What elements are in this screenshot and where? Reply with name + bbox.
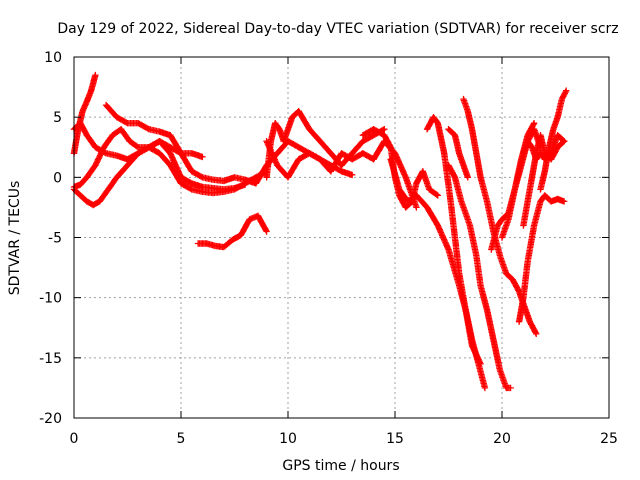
data-layer <box>70 71 570 392</box>
series-arc-6 <box>194 212 270 251</box>
y-tick-label: 0 <box>53 170 62 186</box>
y-tick-label: 5 <box>53 110 62 126</box>
x-tick-label: 20 <box>493 431 511 447</box>
series-arc-18 <box>515 192 568 325</box>
series-arc-8 <box>263 138 420 211</box>
x-axis-label: GPS time / hours <box>282 458 399 474</box>
tick-layer: 0 5 10 15 20 25 -20 -15 -10 -5 0 5 10 <box>39 50 618 447</box>
series-arc-20 <box>537 87 570 193</box>
data-markers <box>423 114 484 368</box>
y-tick-label: -20 <box>39 411 62 427</box>
y-tick-label: -15 <box>39 351 62 367</box>
y-tick-label: -10 <box>39 291 62 307</box>
y-tick-label: -5 <box>48 231 62 247</box>
x-tick-label: 10 <box>279 431 297 447</box>
data-markers <box>537 87 570 193</box>
series-arc-13 <box>445 126 471 181</box>
data-markers <box>445 126 471 181</box>
data-markers <box>387 156 489 392</box>
y-tick-label: 10 <box>44 50 62 66</box>
y-axis-label: SDTVAR / TECUs <box>7 181 23 296</box>
x-tick-label: 15 <box>386 431 404 447</box>
series-arc-12 <box>445 162 514 392</box>
data-markers <box>263 138 420 211</box>
data-markers <box>515 192 568 325</box>
chart-title: Day 129 of 2022, Sidereal Day-to-day VTE… <box>57 21 618 37</box>
data-markers <box>194 212 270 251</box>
series-arc-11 <box>423 114 484 368</box>
series-arc-10 <box>387 156 489 392</box>
data-markers <box>445 162 514 392</box>
x-tick-label: 5 <box>177 431 186 447</box>
x-tick-label: 25 <box>600 431 618 447</box>
x-tick-label: 0 <box>70 431 79 447</box>
